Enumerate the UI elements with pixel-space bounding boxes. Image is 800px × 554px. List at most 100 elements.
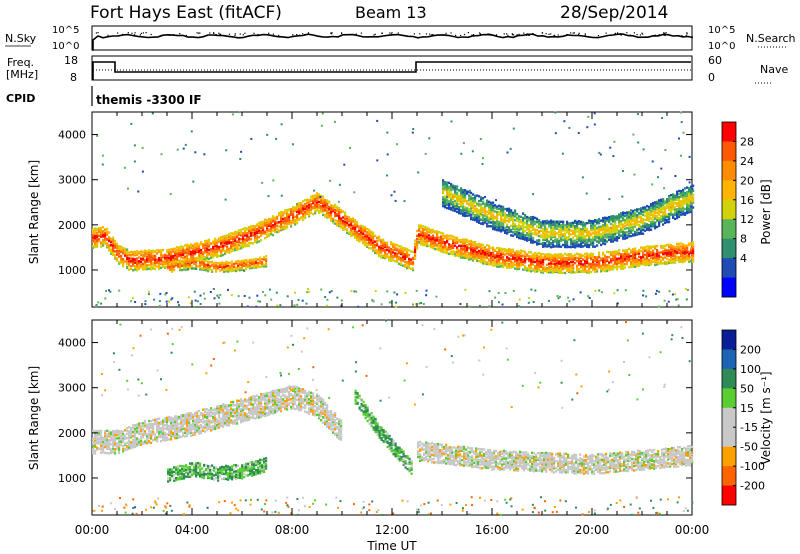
- noise-dot: [619, 33, 622, 35]
- power-cell: [170, 250, 173, 254]
- power-cell: [516, 250, 519, 253]
- power-cell: [171, 270, 174, 273]
- power-cell: [118, 245, 121, 248]
- power-cell: [452, 197, 455, 201]
- power-cell: [478, 260, 481, 263]
- power-cell: [169, 263, 172, 266]
- noise-dot: [253, 32, 255, 34]
- power-cell: [316, 209, 319, 212]
- power-cell: [606, 219, 609, 222]
- power-cell: [510, 250, 513, 253]
- power-noise-cell: [654, 292, 657, 295]
- power-cell: [466, 244, 469, 247]
- power-cell: [372, 239, 375, 243]
- power-cell: [480, 206, 483, 209]
- noise-dot: [471, 34, 473, 36]
- power-cell: [580, 244, 583, 247]
- power-cell: [508, 252, 511, 255]
- power-cell: [584, 266, 587, 269]
- power-noise-cell: [532, 301, 535, 303]
- power-cell: [488, 209, 491, 212]
- power-noise-cell: [528, 297, 531, 299]
- power-cell: [686, 256, 689, 259]
- power-cell: [108, 237, 111, 240]
- power-cell: [354, 231, 357, 235]
- power-cell: [209, 268, 212, 271]
- power-cell: [680, 249, 683, 253]
- power-cell: [296, 204, 299, 208]
- power-cell: [308, 199, 311, 202]
- power-noise-cell: [616, 302, 619, 305]
- power-cell: [288, 218, 291, 222]
- power-cell: [239, 263, 242, 266]
- power-sparse-cell: [568, 126, 571, 129]
- power-cell: [662, 244, 665, 248]
- power-cell: [512, 263, 515, 266]
- power-cell: [496, 221, 499, 224]
- power-cell: [318, 195, 321, 198]
- power-noise-cell: [131, 296, 134, 299]
- power-cell: [600, 257, 603, 260]
- power-cell: [468, 243, 471, 246]
- power-cell: [544, 256, 547, 259]
- power-cell: [590, 252, 593, 255]
- power-cell: [468, 208, 471, 211]
- power-cell: [232, 242, 235, 245]
- power-cell: [510, 218, 513, 222]
- power-cell: [682, 208, 685, 211]
- power-cell: [514, 213, 517, 217]
- power-cell: [222, 242, 225, 245]
- power-cell: [678, 214, 681, 217]
- power-cell: [458, 194, 461, 197]
- power-noise-cell: [189, 302, 192, 305]
- power-cell: [282, 214, 285, 217]
- power-cell: [686, 258, 689, 261]
- power-cell: [552, 235, 555, 239]
- power-cell: [204, 256, 207, 259]
- power-cell: [362, 229, 365, 233]
- power-cell: [530, 260, 533, 263]
- power-cell: [312, 202, 315, 205]
- power-cell: [112, 241, 115, 245]
- power-cell: [468, 209, 471, 212]
- power-cell: [259, 258, 262, 261]
- power-cell: [656, 211, 659, 214]
- power-cell: [482, 262, 485, 265]
- power-cell: [666, 254, 669, 257]
- power-cell: [508, 220, 511, 223]
- power-cell: [656, 200, 659, 204]
- power-sparse-cell: [137, 190, 140, 193]
- power-cell: [270, 217, 273, 221]
- power-cell: [211, 263, 214, 266]
- power-cell: [460, 191, 463, 194]
- power-cell: [634, 230, 637, 234]
- power-cell: [620, 221, 623, 225]
- power-cell: [164, 261, 167, 264]
- power-cell: [118, 246, 121, 250]
- power-cell: [189, 264, 192, 268]
- power-cell: [444, 188, 447, 192]
- power-sparse-cell: [445, 197, 448, 200]
- power-cell: [144, 266, 147, 269]
- power-cell: [490, 217, 493, 221]
- power-cell: [202, 246, 205, 250]
- power-cell: [416, 234, 419, 238]
- power-cell: [374, 251, 377, 255]
- power-cell: [500, 253, 503, 256]
- power-cell: [520, 215, 523, 218]
- power-cell: [582, 239, 585, 243]
- power-cell: [112, 245, 115, 249]
- power-cell: [330, 208, 333, 212]
- power-cell: [482, 221, 485, 225]
- power-cell: [249, 258, 252, 262]
- power-cell: [518, 232, 521, 235]
- power-cell: [674, 217, 677, 221]
- power-cell: [476, 246, 479, 249]
- power-cell: [478, 215, 481, 219]
- power-cell: [270, 221, 273, 225]
- power-cell: [450, 250, 453, 254]
- power-cell: [268, 233, 271, 236]
- noise-dot: [686, 32, 688, 34]
- power-cell: [624, 211, 627, 215]
- power-cell: [210, 252, 213, 256]
